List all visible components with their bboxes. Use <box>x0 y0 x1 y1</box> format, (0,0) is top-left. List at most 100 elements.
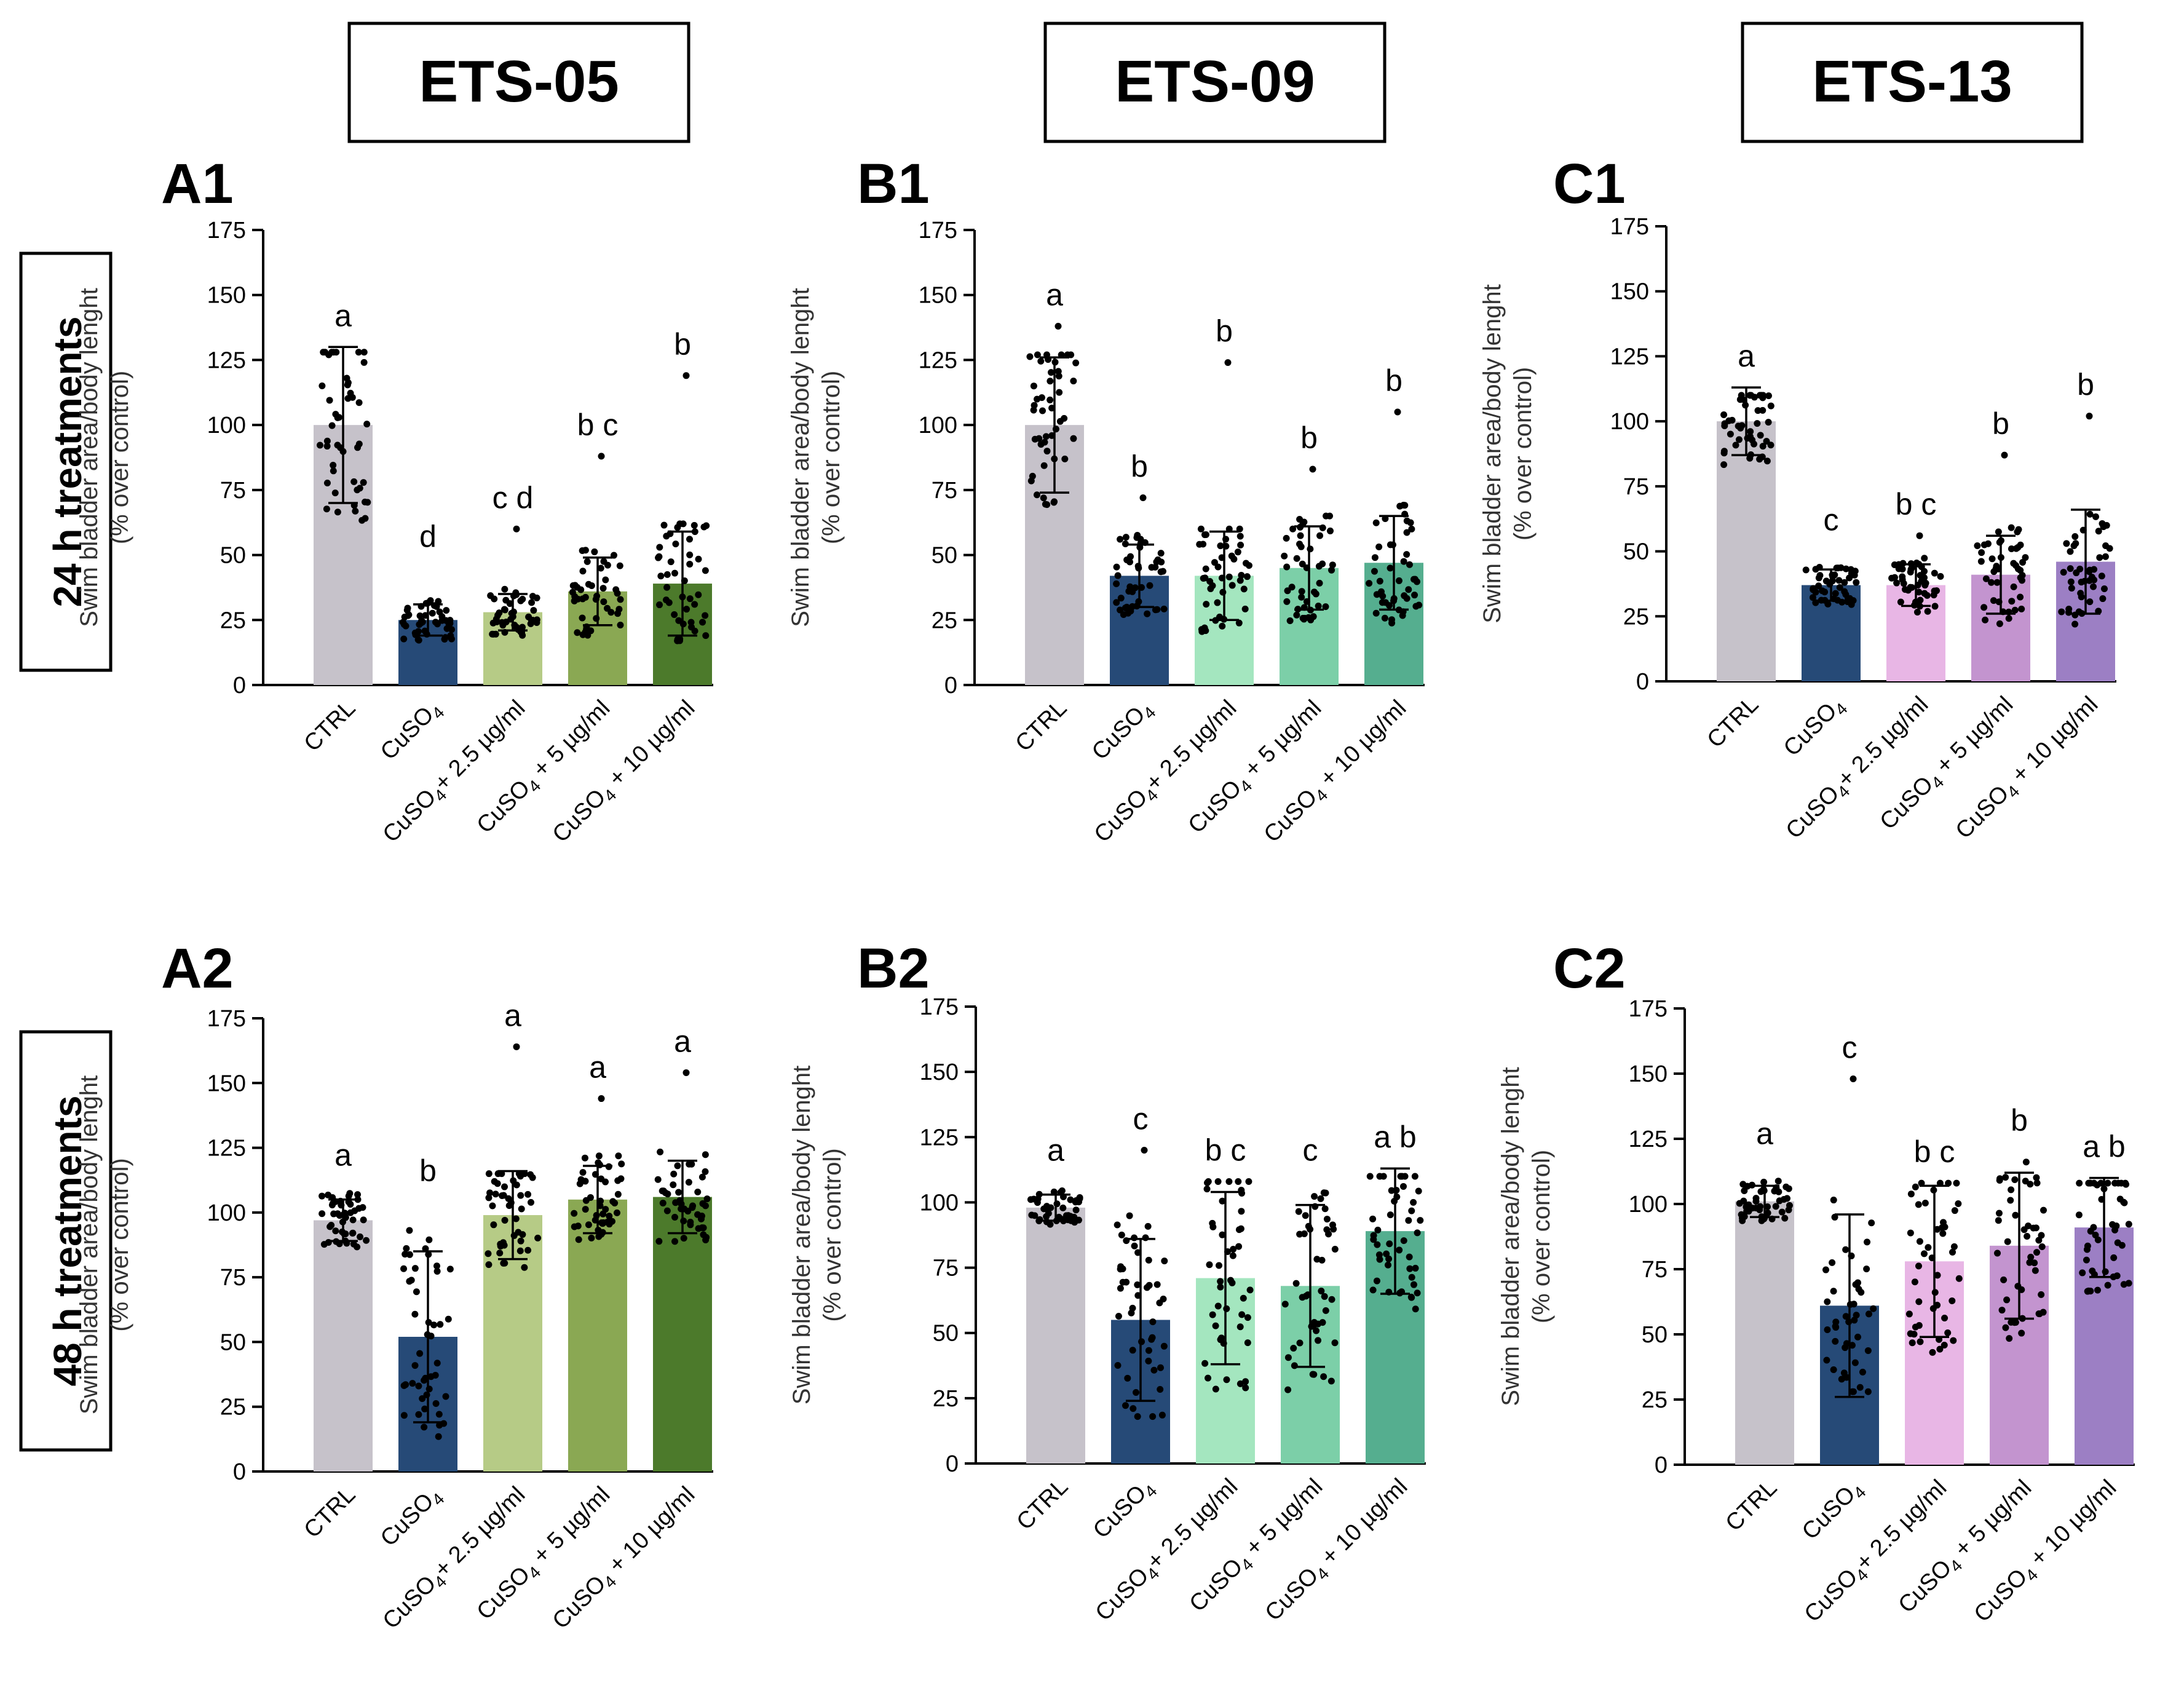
data-point <box>1848 570 1855 577</box>
data-point <box>411 1265 419 1272</box>
data-point <box>1393 1187 1400 1194</box>
data-point <box>1934 1226 1941 1233</box>
data-point <box>1149 1318 1157 1326</box>
data-point <box>1771 1187 1778 1195</box>
data-point <box>2076 565 2084 572</box>
data-point <box>405 611 413 619</box>
data-point <box>360 479 367 486</box>
data-point <box>1214 599 1221 606</box>
data-point <box>671 611 678 619</box>
data-point <box>1406 1253 1413 1261</box>
data-point <box>360 358 368 366</box>
data-point <box>657 572 665 580</box>
data-point <box>600 558 607 565</box>
data-point <box>1035 435 1043 442</box>
data-point <box>1414 1289 1421 1297</box>
data-point <box>1727 430 1734 438</box>
data-point <box>1824 1298 1831 1305</box>
data-point <box>1042 433 1050 440</box>
data-point <box>429 609 436 617</box>
data-point <box>491 1178 498 1185</box>
data-point <box>403 1245 410 1252</box>
y-tick-label: 25 <box>1642 1387 1668 1413</box>
data-point <box>1292 1280 1300 1287</box>
data-point <box>1845 595 1852 602</box>
data-point <box>1835 577 1843 584</box>
data-point <box>1234 548 1241 556</box>
data-point <box>1228 582 1236 589</box>
data-point <box>2099 595 2107 603</box>
x-tick-label: CuSO4+ 2.5 µg/ml <box>1091 1474 1246 1629</box>
data-point <box>1217 542 1224 550</box>
data-point <box>363 1237 370 1244</box>
row-header-48h-text: 48 h treatments <box>46 1095 90 1386</box>
data-point <box>332 1227 339 1235</box>
data-point <box>1119 1265 1126 1272</box>
data-point <box>695 591 702 598</box>
data-point <box>1320 1373 1327 1380</box>
data-point <box>2038 1243 2046 1251</box>
data-point <box>1331 1245 1339 1253</box>
data-point <box>441 634 449 641</box>
data-point <box>1377 588 1385 595</box>
data-point <box>1142 1234 1149 1242</box>
data-point <box>1395 577 1403 584</box>
y-tick-label: 175 <box>1610 214 1649 240</box>
data-point <box>579 547 586 555</box>
data-point <box>695 555 702 563</box>
data-point <box>571 1210 578 1217</box>
data-point <box>1046 396 1054 403</box>
data-point <box>700 1224 707 1232</box>
data-point <box>1283 534 1290 542</box>
data-point <box>1118 1231 1125 1238</box>
data-point <box>421 1405 429 1412</box>
data-point <box>1907 584 1914 591</box>
data-point <box>2011 606 2019 614</box>
data-point <box>1202 531 1209 538</box>
data-point <box>2022 1158 2030 1166</box>
data-point <box>527 1171 534 1178</box>
y-axis-label-sub: (% over control) <box>106 371 133 544</box>
data-point <box>1988 555 1996 563</box>
x-tick-label: CuSO4+ 2.5 µg/ml <box>1800 1475 1955 1630</box>
data-point <box>2018 577 2025 584</box>
data-point <box>1387 564 1394 572</box>
data-point <box>595 1152 603 1160</box>
data-point <box>1298 593 1305 601</box>
x-tick-label: CuSO4 <box>1797 1475 1870 1548</box>
significance-label: a <box>1756 1116 1773 1150</box>
data-point <box>1736 1200 1743 1207</box>
data-point <box>330 467 337 475</box>
data-point <box>1050 499 1058 506</box>
data-point <box>1802 566 1810 574</box>
x-tick-label: CTRL <box>1011 1474 1073 1535</box>
x-tick-label: CTRL <box>1010 695 1072 757</box>
data-point <box>1295 1208 1302 1215</box>
data-point <box>1284 1386 1292 1393</box>
data-point <box>1891 574 1898 581</box>
data-point <box>1030 406 1037 414</box>
data-point <box>320 1241 328 1248</box>
data-point <box>1982 575 1990 582</box>
data-point <box>2125 1221 2132 1228</box>
data-point <box>1056 389 1063 396</box>
data-point <box>1937 572 1944 580</box>
data-point <box>691 627 698 635</box>
data-point <box>703 1195 711 1203</box>
data-point <box>1241 605 1249 612</box>
data-point <box>2086 568 2093 576</box>
data-point <box>1931 569 1938 577</box>
data-point <box>691 601 698 608</box>
data-point <box>1244 1314 1251 1321</box>
data-point <box>1315 1337 1322 1344</box>
data-point <box>1200 574 1207 582</box>
data-point <box>527 1198 534 1206</box>
y-tick-label: 175 <box>207 1006 246 1032</box>
y-tick-label: 0 <box>1636 669 1649 695</box>
data-point <box>675 1189 682 1196</box>
data-point <box>2018 605 2025 612</box>
x-tick-label: CTRL <box>1720 1475 1782 1537</box>
data-point <box>674 1162 681 1170</box>
data-point <box>571 1223 578 1230</box>
data-point <box>597 564 604 572</box>
